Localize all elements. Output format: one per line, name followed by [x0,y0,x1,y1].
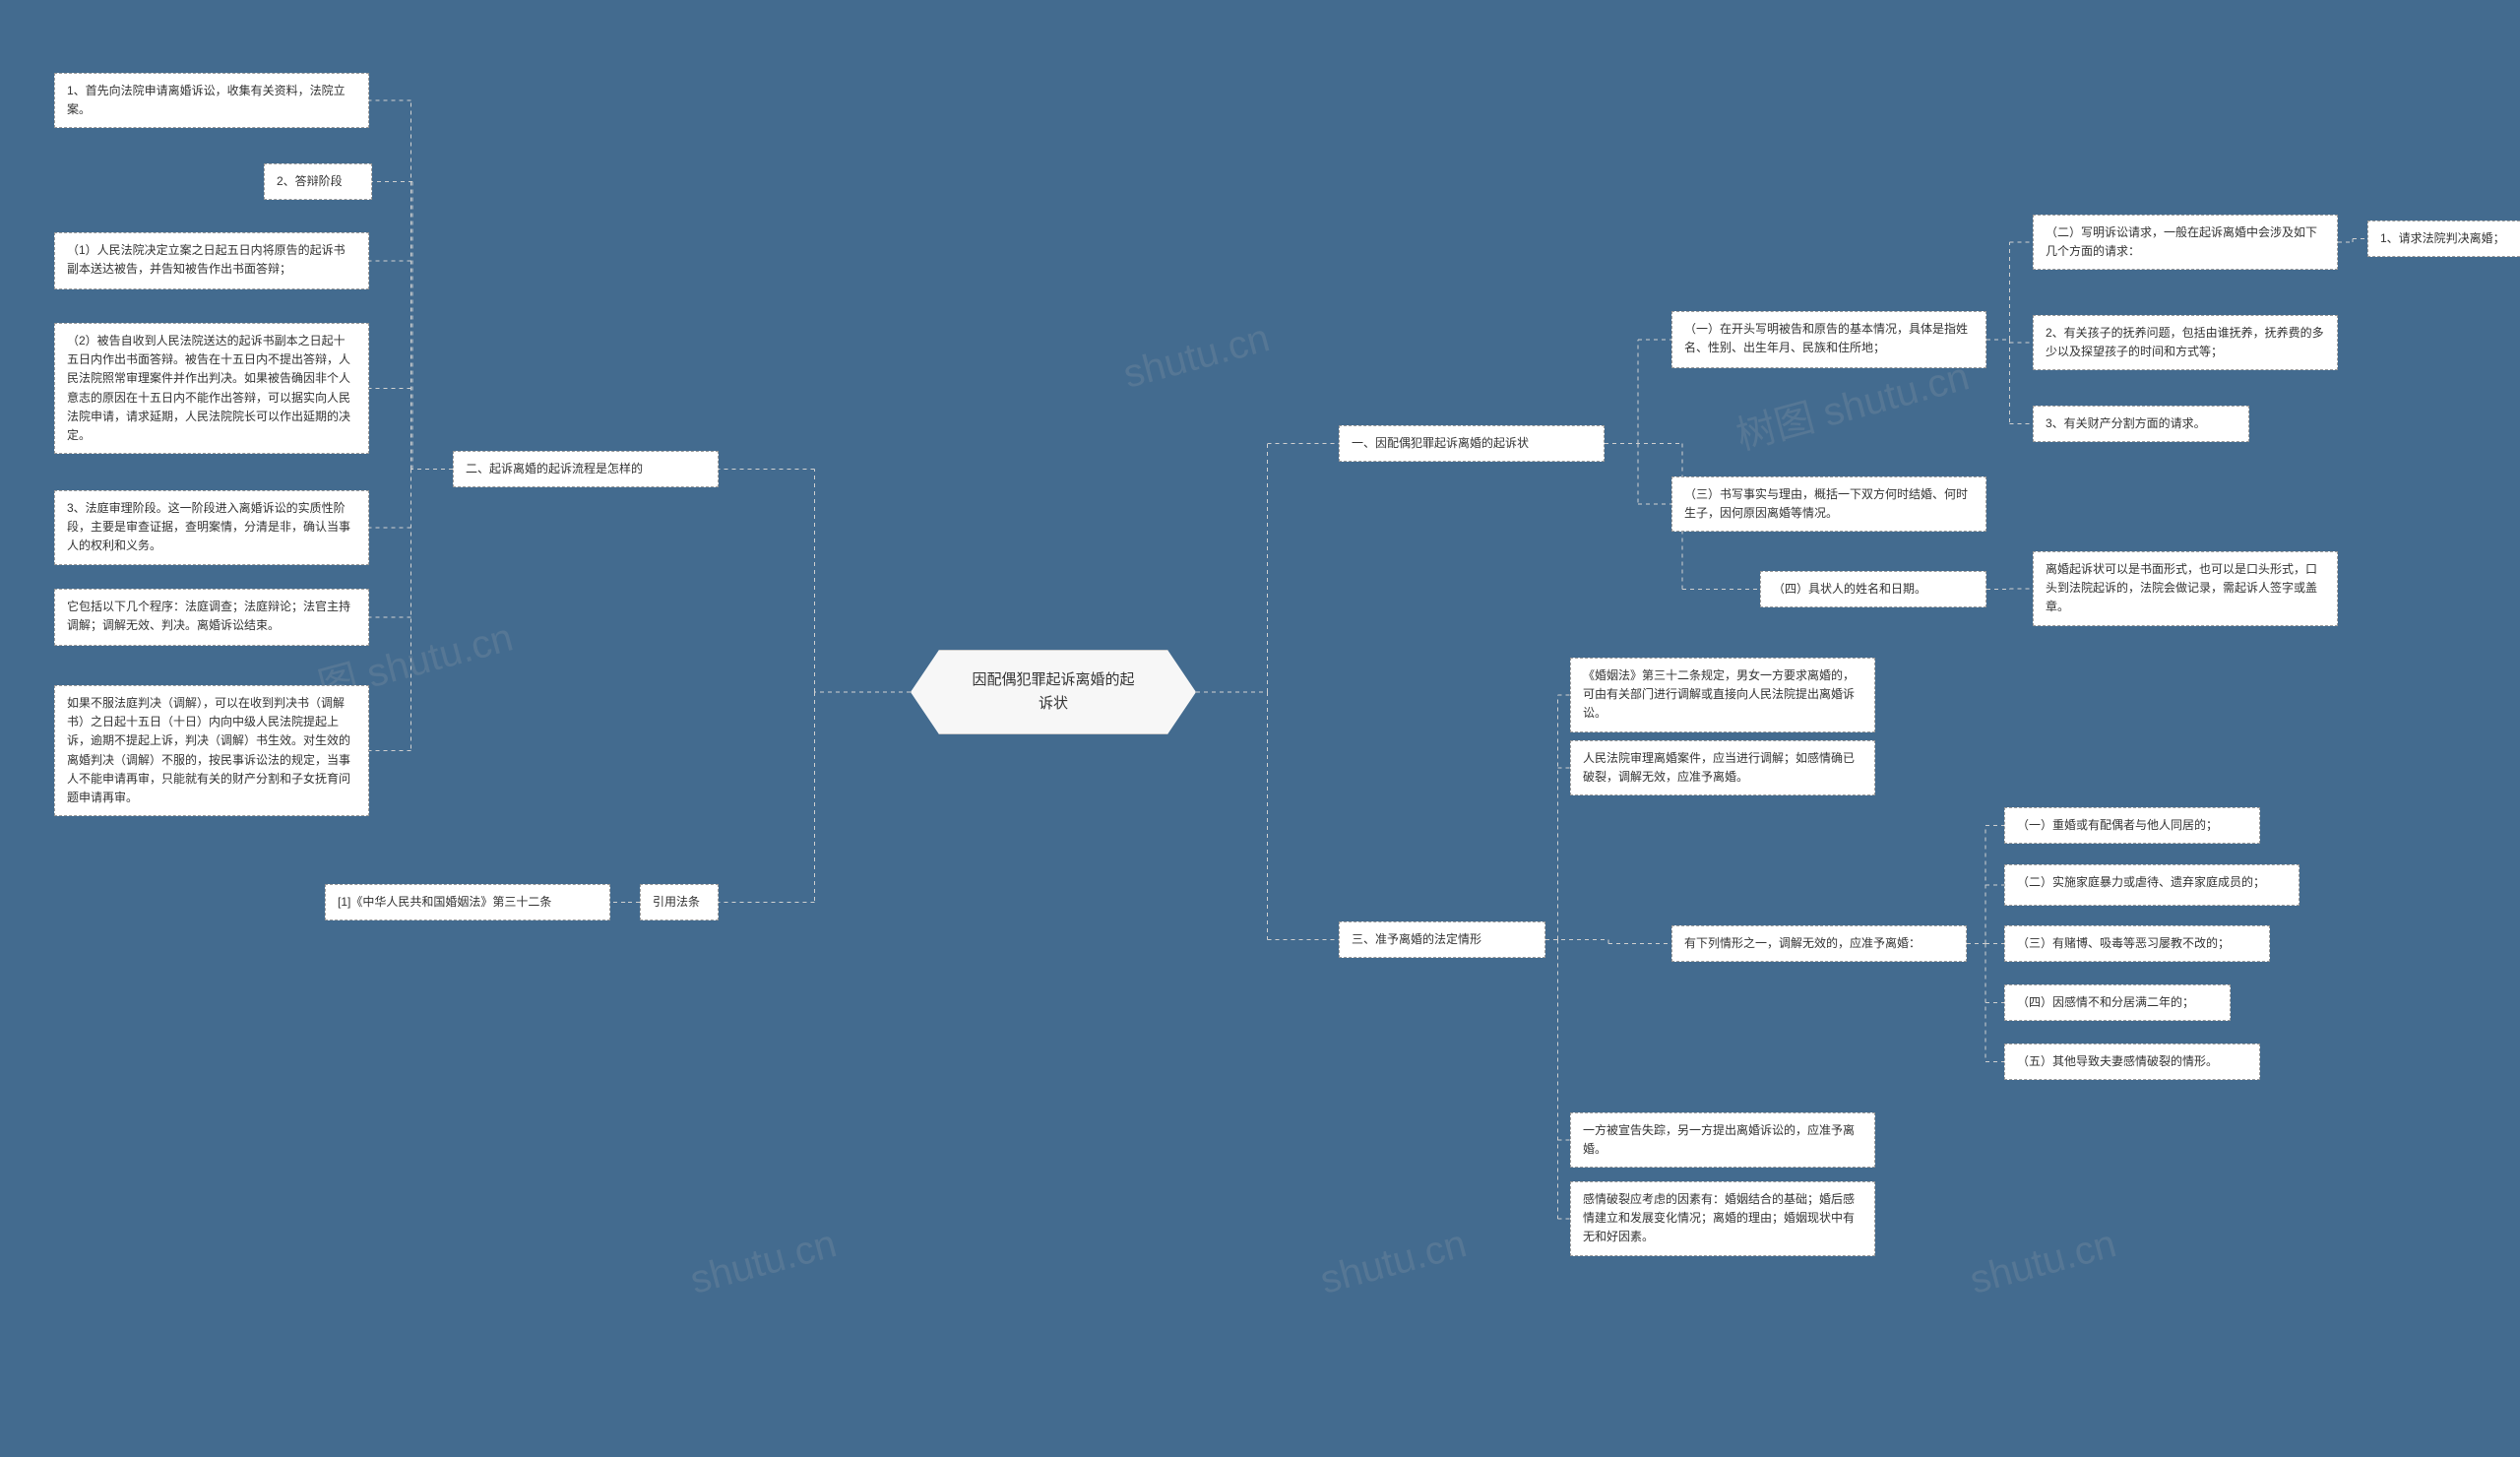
node-text: 2、有关孩子的抚养问题，包括由谁抚养，抚养费的多少以及探望孩子的时间和方式等； [2046,326,2324,358]
mindmap-node: （二）实施家庭暴力或虐待、遗弃家庭成员的； [2004,864,2300,906]
node-text: 感情破裂应考虑的因素有：婚姻结合的基础；婚后感情建立和发展变化情况；离婚的理由；… [1583,1192,1855,1243]
node-text: 1、请求法院判决离婚； [2380,231,2505,245]
mindmap-node: 2、答辩阶段 [264,163,372,200]
mindmap-node: 离婚起诉状可以是书面形式，也可以是口头形式，口头到法院起诉的，法院会做记录，需起… [2033,551,2338,626]
watermark: shutu.cn [1316,1222,1472,1303]
node-text: 有下列情形之一，调解无效的，应准予离婚： [1684,936,1921,950]
node-text: 一方被宣告失踪，另一方提出离婚诉讼的，应准予离婚。 [1583,1123,1855,1156]
mindmap-node: 三、准予离婚的法定情形 [1339,921,1545,958]
node-text: 3、有关财产分割方面的请求。 [2046,416,2206,430]
mindmap-node: 感情破裂应考虑的因素有：婚姻结合的基础；婚后感情建立和发展变化情况；离婚的理由；… [1570,1181,1875,1256]
mindmap-node: （三）书写事实与理由，概括一下双方何时结婚、何时生子，因何原因离婚等情况。 [1671,476,1986,532]
node-text: 因配偶犯罪起诉离婚的起 诉状 [972,671,1134,712]
root-node: 因配偶犯罪起诉离婚的起 诉状 [911,650,1196,734]
mindmap-node: 二、起诉离婚的起诉流程是怎样的 [453,451,719,487]
mindmap-node: 1、首先向法院申请离婚诉讼，收集有关资料，法院立案。 [54,73,369,128]
mindmap-node: （五）其他导致夫妻感情破裂的情形。 [2004,1044,2260,1080]
node-text: （四）因感情不和分居满二年的； [2017,995,2194,1009]
node-text: 离婚起诉状可以是书面形式，也可以是口头形式，口头到法院起诉的，法院会做记录，需起… [2046,562,2317,613]
mindmap-node: （1）人民法院决定立案之日起五日内将原告的起诉书副本送达被告，并告知被告作出书面… [54,232,369,289]
watermark: shutu.cn [1119,316,1275,398]
mindmap-node: （2）被告自收到人民法院送达的起诉书副本之日起十五日内作出书面答辩。被告在十五日… [54,323,369,454]
node-text: （四）具状人的姓名和日期。 [1773,582,1926,596]
node-text: （三）有赌博、吸毒等恶习屡教不改的； [2017,936,2230,950]
mindmap-node: 它包括以下几个程序：法庭调查；法庭辩论；法官主持调解；调解无效、判决。离婚诉讼结… [54,589,369,646]
node-text: （二）写明诉讼请求，一般在起诉离婚中会涉及如下几个方面的请求： [2046,225,2317,258]
mindmap-node: 有下列情形之一，调解无效的，应准予离婚： [1671,925,1967,962]
mindmap-node: 引用法条 [640,884,719,920]
mindmap-node: 如果不服法庭判决（调解），可以在收到判决书（调解书）之日起十五日（十日）内向中级… [54,685,369,816]
mindmap-node: （一）重婚或有配偶者与他人同居的； [2004,807,2260,844]
node-text: 二、起诉离婚的起诉流程是怎样的 [466,462,643,475]
mindmap-node: （四）具状人的姓名和日期。 [1760,571,1986,607]
node-text: 人民法院审理离婚案件，应当进行调解；如感情确已破裂，调解无效，应准予离婚。 [1583,751,1855,784]
node-text: （一）重婚或有配偶者与他人同居的； [2017,818,2218,832]
node-text: （1）人民法院决定立案之日起五日内将原告的起诉书副本送达被告，并告知被告作出书面… [67,243,346,276]
watermark: shutu.cn [1966,1222,2121,1303]
node-text: 引用法条 [653,895,700,909]
mindmap-node: （三）有赌博、吸毒等恶习屡教不改的； [2004,925,2270,962]
node-text: （三）书写事实与理由，概括一下双方何时结婚、何时生子，因何原因离婚等情况。 [1684,487,1968,520]
node-text: 三、准予离婚的法定情形 [1352,932,1481,946]
node-text: 如果不服法庭判决（调解），可以在收到判决书（调解书）之日起十五日（十日）内向中级… [67,696,350,804]
node-text: [1]《中华人民共和国婚姻法》第三十二条 [338,895,551,909]
mindmap-node: 人民法院审理离婚案件，应当进行调解；如感情确已破裂，调解无效，应准予离婚。 [1570,740,1875,795]
mindmap-node: [1]《中华人民共和国婚姻法》第三十二条 [325,884,610,920]
node-text: 1、首先向法院申请离婚诉讼，收集有关资料，法院立案。 [67,84,346,116]
watermark: shutu.cn [686,1222,842,1303]
mindmap-node: 一方被宣告失踪，另一方提出离婚诉讼的，应准予离婚。 [1570,1112,1875,1168]
mindmap-node: 3、法庭审理阶段。这一阶段进入离婚诉讼的实质性阶段，主要是审查证据，查明案情，分… [54,490,369,565]
node-text: （一）在开头写明被告和原告的基本情况，具体是指姓名、性别、出生年月、民族和住所地… [1684,322,1968,354]
node-text: （2）被告自收到人民法院送达的起诉书副本之日起十五日内作出书面答辩。被告在十五日… [67,334,350,442]
node-text: （二）实施家庭暴力或虐待、遗弃家庭成员的； [2017,875,2265,889]
mindmap-node: （四）因感情不和分居满二年的； [2004,984,2231,1021]
node-text: 它包括以下几个程序：法庭调查；法庭辩论；法官主持调解；调解无效、判决。离婚诉讼结… [67,600,350,632]
node-text: 2、答辩阶段 [277,174,343,188]
node-text: （五）其他导致夫妻感情破裂的情形。 [2017,1054,2218,1068]
node-text: 《婚姻法》第三十二条规定，男女一方要求离婚的，可由有关部门进行调解或直接向人民法… [1583,668,1855,720]
mindmap-node: 一、因配偶犯罪起诉离婚的起诉状 [1339,425,1605,462]
mindmap-canvas: 图 shutu.cnshutu.cn树图 shutu.cnshutu.cnshu… [0,0,2520,1457]
mindmap-node: 1、请求法院判决离婚； [2367,221,2520,257]
node-text: 3、法庭审理阶段。这一阶段进入离婚诉讼的实质性阶段，主要是审查证据，查明案情，分… [67,501,350,552]
mindmap-node: （一）在开头写明被告和原告的基本情况，具体是指姓名、性别、出生年月、民族和住所地… [1671,311,1986,368]
node-text: 一、因配偶犯罪起诉离婚的起诉状 [1352,436,1529,450]
mindmap-node: 《婚姻法》第三十二条规定，男女一方要求离婚的，可由有关部门进行调解或直接向人民法… [1570,658,1875,732]
mindmap-node: 3、有关财产分割方面的请求。 [2033,406,2249,442]
mindmap-node: （二）写明诉讼请求，一般在起诉离婚中会涉及如下几个方面的请求： [2033,215,2338,270]
mindmap-node: 2、有关孩子的抚养问题，包括由谁抚养，抚养费的多少以及探望孩子的时间和方式等； [2033,315,2338,370]
